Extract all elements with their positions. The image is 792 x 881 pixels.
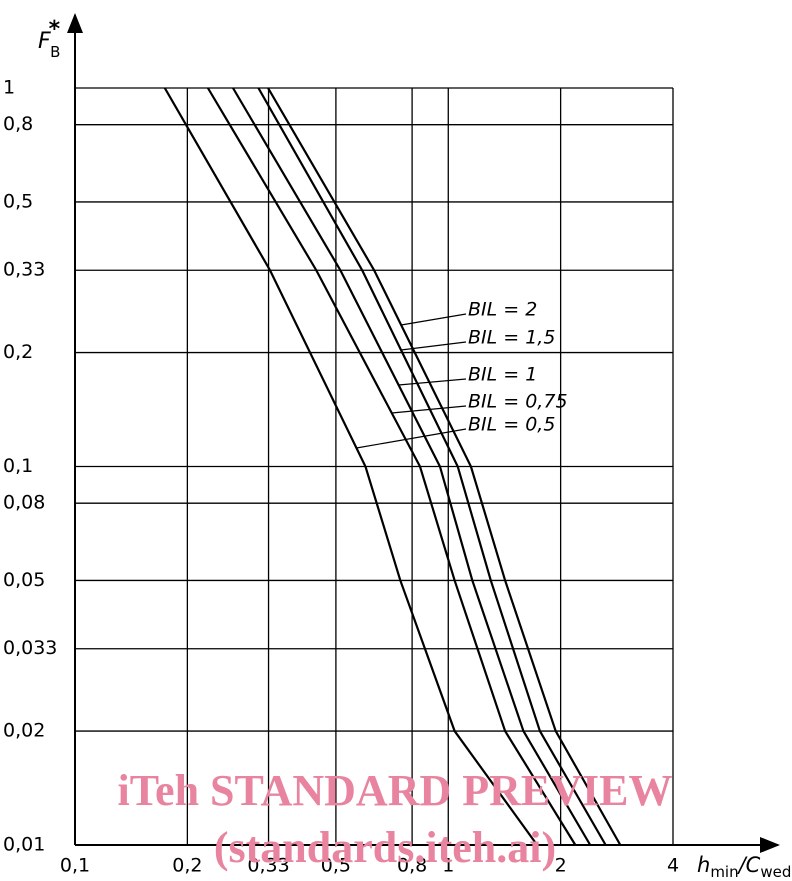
leader-line <box>356 428 467 449</box>
legend-label: BIL = 2 <box>468 299 537 321</box>
y-tick-label: 0,08 <box>3 492 45 514</box>
curve <box>267 87 622 846</box>
x-tick-label: 4 <box>667 855 679 877</box>
x-tick-label: 1 <box>442 855 454 877</box>
x-tick-label: 0,2 <box>172 855 202 877</box>
x-tick-label: 0,1 <box>60 855 90 877</box>
x-label-mid: /C <box>737 853 761 877</box>
y-tick-label: 0,1 <box>3 455 33 477</box>
x-tick-label: 0,8 <box>397 855 427 877</box>
watermark: iTeh STANDARD PREVIEW <box>118 766 673 815</box>
curve <box>206 87 577 846</box>
y-tick-label: 0,8 <box>3 113 33 135</box>
curve <box>257 87 607 846</box>
legend-label: BIL = 0,75 <box>468 391 568 413</box>
y-tick-label: 0,5 <box>3 190 33 212</box>
y-tick-label: 0,033 <box>3 637 57 659</box>
y-tick-label: 0,02 <box>3 720 45 742</box>
y-tick-label: 0,2 <box>3 341 33 363</box>
y-tick-label: 0,33 <box>3 259 45 281</box>
watermark: (standards.iteh.ai) <box>214 823 556 872</box>
x-label-sub2: wed <box>760 863 791 881</box>
x-label-sub: min <box>710 863 738 881</box>
leader-line <box>401 313 467 326</box>
plot-area: 1 0,8 0,5 0,33 0,2 0,1 0,08 0,05 0,033 0,02 0,01 0,… <box>3 77 679 877</box>
legend-label: BIL = 0,5 <box>468 414 555 436</box>
y-tick-label: 1 <box>3 77 15 99</box>
leader-line <box>398 378 467 386</box>
y-label-sup: * <box>49 17 61 42</box>
y-label-sub: B <box>50 43 60 61</box>
y-tick-label: 0,05 <box>3 569 45 591</box>
x-axis-label: hmin/Cwed <box>697 853 791 881</box>
legend-label: BIL = 1 <box>468 364 537 386</box>
x-tick-label: 2 <box>555 855 567 877</box>
x-label-main: h <box>697 853 710 877</box>
y-tick-label: 0,01 <box>3 834 45 856</box>
curve <box>163 87 539 846</box>
x-tick-label: 0,5 <box>321 855 351 877</box>
curve <box>232 87 592 846</box>
x-tick-label: 0,33 <box>247 855 289 877</box>
legend-label: BIL = 1,5 <box>468 327 555 349</box>
y-label-main: F <box>38 29 51 54</box>
y-axis-label: F* B <box>38 17 61 61</box>
